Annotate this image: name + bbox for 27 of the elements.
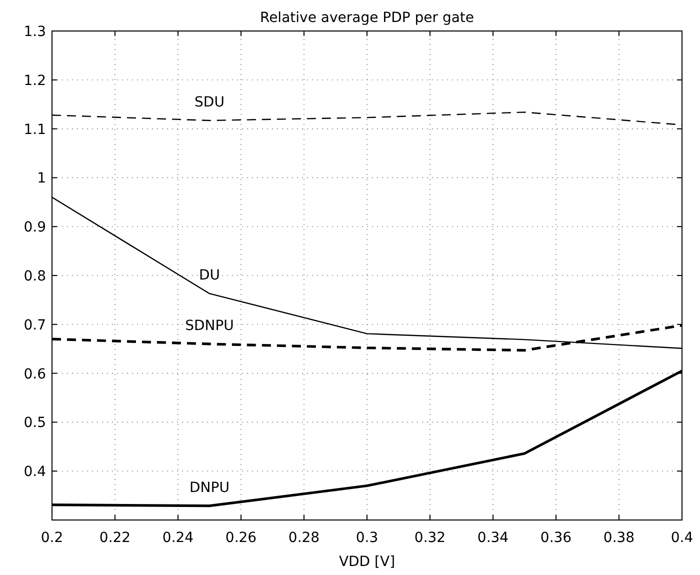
y-tick-label: 1.1: [24, 122, 46, 138]
x-tick-label: 0.24: [162, 530, 194, 546]
x-tick-label: 0.36: [540, 530, 572, 546]
series-label: DNPU: [190, 480, 230, 496]
y-tick-label: 0.6: [24, 366, 46, 382]
x-tick-label: 0.22: [99, 530, 131, 546]
series-label: DU: [198, 268, 220, 284]
x-tick-label: 0.28: [288, 530, 320, 546]
y-tick-label: 0.8: [24, 268, 46, 284]
y-tick-label: 0.9: [24, 220, 46, 236]
x-tick-label: 0.34: [477, 530, 509, 546]
chart-title: Relative average PDP per gate: [260, 10, 474, 26]
x-axis-title: VDD [V]: [338, 554, 396, 570]
y-tick-label: 0.5: [24, 415, 46, 432]
series-label: SDNPU: [185, 318, 234, 334]
x-tick-label: 0.4: [670, 530, 694, 546]
x-tick-label: 0.26: [225, 530, 257, 546]
y-tick-label: 1.3: [24, 24, 46, 40]
y-tick-label: 1: [37, 170, 46, 187]
y-tick-label: 1.2: [24, 72, 46, 89]
y-tick-label: 0.7: [24, 317, 46, 334]
x-tick-label: 0.38: [603, 530, 635, 546]
x-tick-label: 0.2: [40, 530, 64, 546]
series-label: SDU: [194, 94, 224, 110]
x-tick-label: 0.3: [356, 530, 378, 546]
x-tick-label: 0.32: [414, 530, 446, 546]
y-tick-label: 0.4: [24, 464, 46, 480]
